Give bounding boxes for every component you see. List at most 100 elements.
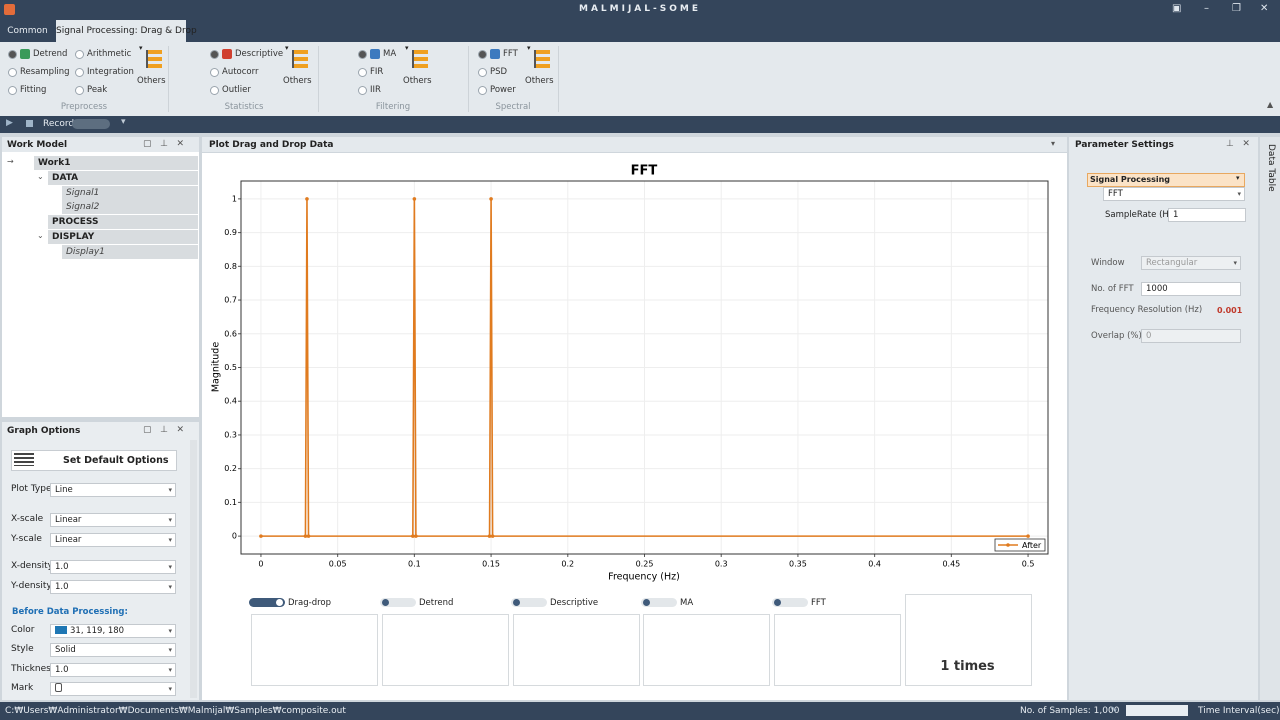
ribbon-item[interactable]: PSD — [490, 67, 508, 77]
panel-buttons[interactable]: ⊥ ✕ — [1226, 139, 1250, 149]
radio-button[interactable] — [75, 50, 84, 59]
ribbon-item[interactable]: FIR — [370, 67, 384, 77]
radio-button[interactable] — [210, 86, 219, 95]
panel-dropdown[interactable]: ▾ — [1051, 139, 1056, 148]
others-label[interactable]: Others — [137, 76, 166, 86]
toggle-label[interactable]: Drag-drop — [288, 598, 332, 608]
status-input[interactable] — [1126, 705, 1188, 716]
ribbon-item[interactable]: Resampling — [20, 67, 70, 77]
select-box[interactable]: 1.0 ▾ — [50, 663, 176, 677]
radio-button[interactable] — [75, 86, 84, 95]
minimize-button[interactable]: – — [1204, 3, 1209, 14]
tree-node[interactable]: PROCESS — [52, 217, 99, 228]
select-box[interactable]: Solid ▾ — [50, 643, 176, 657]
select-box[interactable]: Linear ▾ — [50, 533, 176, 547]
ribbon-item[interactable]: Fitting — [20, 85, 47, 95]
toggle-label[interactable]: MA — [680, 598, 694, 608]
stop-button[interactable] — [26, 120, 33, 127]
others-caret[interactable]: ▾ — [139, 44, 143, 52]
radio-button[interactable] — [358, 86, 367, 95]
ribbon-item[interactable]: MA — [383, 49, 397, 59]
default-options-button[interactable] — [11, 450, 177, 471]
toggle[interactable] — [511, 598, 547, 607]
process-card[interactable] — [251, 614, 378, 686]
ribbon-item[interactable]: Autocorr — [222, 67, 259, 77]
others-label[interactable]: Others — [283, 76, 312, 86]
tree-node[interactable]: DATA — [52, 173, 79, 183]
process-card[interactable] — [382, 614, 509, 686]
select-box[interactable]: 31, 119, 180 ▾ — [50, 624, 176, 638]
play-button[interactable]: ▶ — [6, 118, 13, 128]
others-icon[interactable] — [534, 50, 550, 68]
toggle[interactable] — [249, 598, 285, 607]
param-input[interactable]: 1 — [1168, 208, 1246, 222]
radio-button[interactable] — [8, 50, 17, 59]
window-button[interactable]: ▣ — [1172, 3, 1182, 14]
others-caret[interactable]: ▾ — [527, 44, 531, 52]
process-card[interactable] — [905, 594, 1032, 686]
select-box[interactable]: ▾ — [50, 682, 176, 696]
others-icon[interactable] — [412, 50, 428, 68]
process-card[interactable] — [643, 614, 770, 686]
radio-button[interactable] — [210, 68, 219, 77]
ribbon-item[interactable]: Outlier — [222, 85, 251, 95]
radio-button[interactable] — [8, 68, 17, 77]
ribbon-item[interactable]: IIR — [370, 85, 381, 95]
close-button[interactable]: ✕ — [1260, 3, 1269, 14]
record-toggle[interactable] — [72, 119, 110, 129]
others-label[interactable]: Others — [525, 76, 554, 86]
toggle-label[interactable]: FFT — [811, 598, 826, 608]
param-input[interactable]: 1000 — [1141, 282, 1241, 296]
toggle[interactable] — [380, 598, 416, 607]
category-select[interactable] — [1087, 173, 1245, 187]
maximize-button[interactable]: ❐ — [1232, 3, 1241, 14]
radio-button[interactable] — [8, 86, 17, 95]
tree-leaf[interactable]: Signal2 — [66, 202, 100, 213]
toggle[interactable] — [772, 598, 808, 607]
radio-button[interactable] — [210, 50, 219, 59]
panel-buttons[interactable]: ▢ ⊥ ✕ — [143, 139, 185, 149]
others-caret[interactable]: ▾ — [405, 44, 409, 52]
ribbon-item[interactable]: Detrend — [33, 49, 68, 59]
tree-leaf[interactable]: Signal1 — [66, 187, 100, 198]
tab-active[interactable]: Signal Processing: Drag & Drop — [56, 20, 197, 42]
tree-leaf[interactable]: Display1 — [66, 246, 105, 257]
others-icon[interactable] — [146, 50, 162, 68]
tree-expander[interactable]: → — [7, 157, 14, 166]
tab[interactable]: Common — [7, 26, 48, 36]
toolbar-dropdown[interactable]: ▾ — [121, 117, 126, 127]
tree-root[interactable]: Work1 — [38, 158, 71, 168]
radio-button[interactable] — [75, 68, 84, 77]
ribbon-collapse[interactable]: ▲ — [1267, 100, 1274, 109]
radio-button[interactable] — [478, 86, 487, 95]
ribbon-item[interactable]: Peak — [87, 85, 108, 95]
side-tab[interactable]: Data Table — [1266, 144, 1276, 192]
select-box[interactable]: Linear ▾ — [50, 513, 176, 527]
tree-node[interactable]: DISPLAY — [52, 231, 95, 242]
ribbon-item[interactable]: Descriptive — [235, 49, 284, 59]
process-card[interactable] — [513, 614, 640, 686]
tree-expander[interactable]: ⌄ — [37, 172, 44, 181]
toggle-label[interactable]: Detrend — [419, 598, 454, 608]
toggle-label[interactable]: Descriptive — [550, 598, 599, 608]
ribbon-item[interactable]: FFT — [503, 49, 518, 59]
process-card[interactable] — [774, 614, 901, 686]
others-label[interactable]: Others — [403, 76, 432, 86]
ribbon-item[interactable]: Power — [490, 85, 516, 95]
panel-buttons[interactable]: ▢ ⊥ ✕ — [143, 425, 185, 435]
tree-expander[interactable]: ⌄ — [37, 230, 44, 240]
select-box[interactable]: 1.0 ▾ — [50, 560, 176, 574]
method-select[interactable]: FFT ▾ — [1103, 187, 1245, 201]
select-box[interactable]: Line ▾ — [50, 483, 176, 497]
others-caret[interactable]: ▾ — [285, 44, 289, 52]
radio-button[interactable] — [478, 50, 487, 59]
others-icon[interactable] — [292, 50, 308, 68]
ribbon-item[interactable]: Arithmetic — [87, 49, 132, 59]
select-box[interactable]: 1.0 ▾ — [50, 580, 176, 594]
radio-button[interactable] — [358, 68, 367, 77]
radio-button[interactable] — [358, 50, 367, 59]
scrollbar[interactable] — [190, 440, 197, 698]
ribbon-item[interactable]: Integration — [87, 67, 134, 77]
toggle[interactable] — [641, 598, 677, 607]
radio-button[interactable] — [478, 68, 487, 77]
